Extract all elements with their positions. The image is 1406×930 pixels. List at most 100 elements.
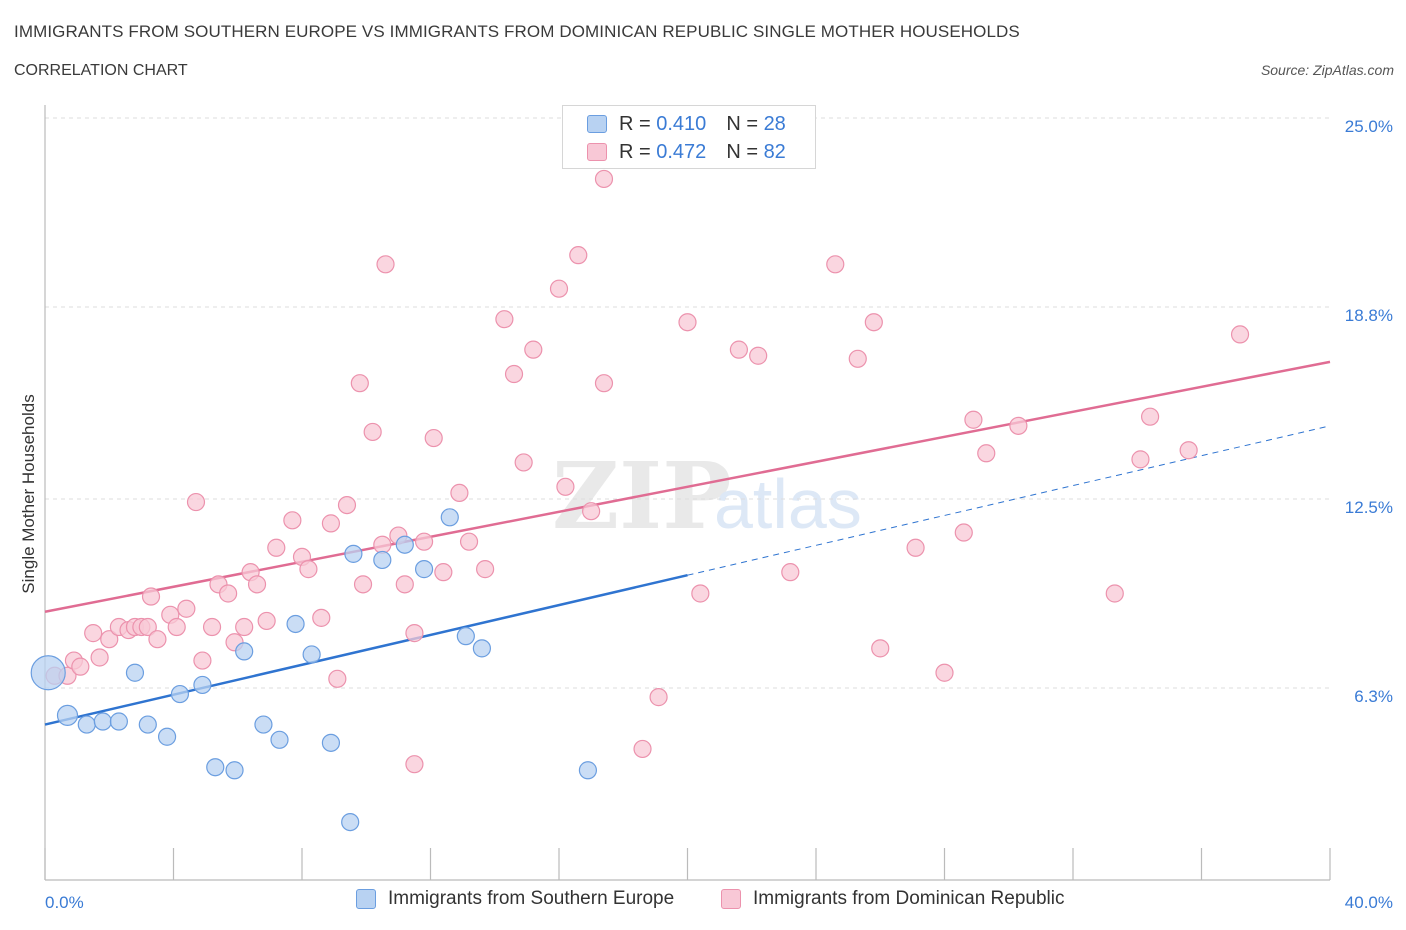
data-point-southern-europe: [193, 675, 212, 695]
data-point-dominican-republic: [405, 624, 424, 643]
data-point-dominican-republic: [1009, 416, 1028, 435]
data-point-dominican-republic: [476, 560, 495, 579]
legend-swatch-pink: [587, 143, 607, 161]
data-point-southern-europe: [341, 812, 360, 832]
series-swatch-blue: [356, 889, 376, 909]
data-point-dominican-republic: [202, 617, 222, 637]
data-point-dominican-republic: [594, 169, 614, 189]
data-point-dominican-republic: [177, 599, 196, 618]
data-point-dominican-republic: [954, 523, 973, 542]
data-point-dominican-republic: [71, 657, 90, 676]
series-legend-label: Immigrants from Dominican Republic: [753, 888, 1065, 909]
data-point-dominican-republic: [299, 560, 318, 579]
data-point-dominican-republic: [395, 575, 414, 594]
data-point-dominican-republic: [906, 538, 925, 557]
data-point-dominican-republic: [186, 492, 206, 512]
legend-n-label: N =: [726, 140, 764, 163]
data-point-dominican-republic: [633, 739, 652, 759]
trend-line-pink: [44, 360, 1331, 614]
source-label: Source: ZipAtlas.com: [1260, 62, 1394, 78]
legend-n-value: 28: [763, 112, 786, 135]
data-point-southern-europe: [286, 614, 305, 634]
data-point-dominican-republic: [321, 514, 341, 533]
legend-swatch-blue: [587, 115, 607, 133]
data-point-southern-europe: [170, 684, 190, 704]
data-point-dominican-republic: [235, 617, 254, 637]
axes: [44, 105, 1331, 881]
y-axis-title: Single Mother Households: [19, 394, 38, 593]
data-point-southern-europe: [235, 642, 254, 661]
data-point-dominican-republic: [569, 246, 588, 265]
data-point-dominican-republic: [405, 755, 424, 774]
watermark: ZIP atlas: [552, 442, 862, 550]
data-point-dominican-republic: [247, 575, 267, 594]
chart-title: IMMIGRANTS FROM SOUTHERN EUROPE VS IMMIG…: [14, 22, 1020, 41]
data-point-dominican-republic: [219, 584, 238, 603]
data-point-southern-europe: [414, 560, 434, 579]
data-point-southern-europe: [578, 761, 598, 780]
tick-labels: 6.3% 12.5% 18.8% 25.0% 0.0% 40.0%: [45, 117, 1393, 912]
data-point-dominican-republic: [414, 532, 434, 551]
data-point-dominican-republic: [328, 669, 347, 688]
data-point-dominican-republic: [376, 255, 395, 274]
data-point-dominican-republic: [167, 617, 186, 637]
data-point-dominican-republic: [848, 349, 867, 368]
data-point-dominican-republic: [312, 608, 331, 627]
data-point-dominican-republic: [148, 630, 167, 649]
data-point-dominican-republic: [977, 444, 996, 463]
data-point-dominican-republic: [495, 310, 514, 329]
data-point-dominican-republic: [964, 410, 983, 429]
legend-r-value: 0.410: [656, 112, 707, 135]
series-swatch-pink: [721, 889, 741, 909]
data-point-dominican-republic: [424, 428, 443, 448]
data-point-southern-europe: [157, 727, 177, 746]
legend-n-value: 82: [763, 140, 786, 163]
data-point-southern-europe: [456, 627, 475, 646]
data-point-dominican-republic: [691, 584, 710, 603]
data-point-dominican-republic: [363, 422, 382, 442]
data-point-dominican-republic: [459, 532, 479, 551]
data-point-southern-europe: [93, 712, 112, 731]
legend-row-pink: R = 0.472 N = 82: [587, 141, 786, 163]
legend-r-label: R =: [619, 112, 657, 135]
data-point-southern-europe: [270, 730, 289, 749]
data-point-dominican-republic: [267, 538, 286, 557]
trend-line-blue: [44, 573, 688, 726]
data-point-dominican-republic: [1230, 325, 1250, 344]
data-point-dominican-republic: [450, 483, 469, 503]
data-point-southern-europe: [56, 704, 79, 727]
data-point-dominican-republic: [504, 364, 524, 384]
data-point-southern-europe: [225, 761, 244, 780]
data-point-southern-europe: [440, 508, 459, 527]
series-legend-item-blue: Immigrants from Southern Europe: [356, 888, 674, 910]
data-point-dominican-republic: [257, 611, 276, 631]
data-point-southern-europe: [344, 544, 363, 563]
series-legend-item-pink: Immigrants from Dominican Republic: [721, 888, 1065, 910]
data-point-dominican-republic: [678, 313, 697, 332]
data-point-southern-europe: [206, 758, 225, 777]
data-point-dominican-republic: [337, 495, 357, 515]
x-tick-label: 0.0%: [45, 893, 84, 912]
data-point-southern-europe: [373, 550, 392, 570]
series-legend-label: Immigrants from Southern Europe: [388, 888, 675, 909]
data-point-dominican-republic: [141, 587, 161, 606]
legend-r-value: 0.472: [656, 140, 707, 163]
data-point-dominican-republic: [90, 648, 109, 667]
data-point-dominican-republic: [935, 663, 954, 682]
grid-lines: [45, 117, 1330, 689]
data-point-dominican-republic: [1105, 584, 1124, 603]
y-tick-label: 18.8%: [1345, 306, 1393, 325]
data-point-dominican-republic: [781, 563, 800, 582]
chart-subtitle: CORRELATION CHART: [14, 62, 188, 79]
data-point-southern-europe: [30, 655, 66, 691]
data-point-dominican-republic: [826, 255, 845, 274]
data-point-dominican-republic: [350, 374, 369, 393]
data-point-dominican-republic: [1179, 441, 1198, 460]
data-point-southern-europe: [77, 715, 96, 734]
data-point-dominican-republic: [1131, 450, 1150, 469]
data-point-southern-europe: [395, 535, 414, 554]
data-point-dominican-republic: [283, 511, 302, 530]
data-point-southern-europe: [302, 645, 321, 664]
data-point-southern-europe: [138, 715, 157, 734]
data-point-dominican-republic: [434, 563, 453, 582]
